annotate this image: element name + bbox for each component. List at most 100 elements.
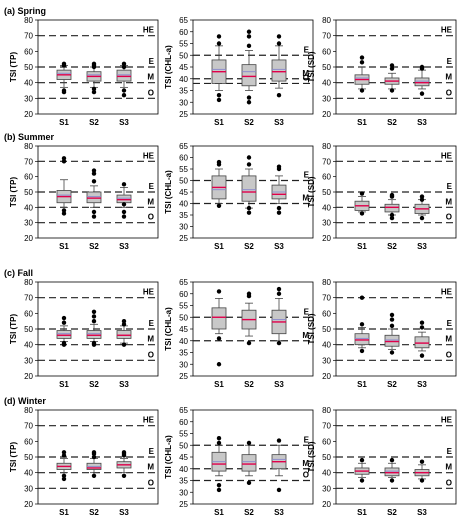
y-axis-label: TSI (CHL-a) (164, 170, 173, 214)
y-axis-label: TSI (SD) (307, 51, 316, 82)
x-category-label: S2 (387, 118, 397, 127)
y-tick-label: 30 (322, 94, 331, 103)
y-tick-label: 60 (179, 28, 188, 37)
box-S3 (271, 164, 287, 215)
box-S2 (384, 457, 400, 483)
outlier-point (276, 438, 282, 443)
box-S1 (211, 289, 227, 367)
outlier-point (121, 322, 127, 327)
outlier-point (359, 478, 365, 483)
reference-label: O (148, 478, 154, 487)
outlier-point (121, 64, 127, 70)
y-tick-label: 80 (24, 142, 33, 151)
outlier-point (216, 436, 222, 441)
box-S2 (241, 29, 257, 105)
box-S3 (116, 182, 132, 219)
outlier-point (61, 340, 67, 346)
reference-label: HE (441, 288, 453, 297)
y-tick-label: 30 (179, 360, 188, 369)
box-S1 (56, 315, 72, 347)
x-category-label: S3 (119, 508, 129, 517)
outlier-point (91, 86, 97, 92)
y-tick-label: 40 (322, 203, 331, 212)
y-tick-label: 80 (322, 142, 331, 151)
x-category-label: S1 (214, 508, 224, 517)
y-tick-label: 60 (24, 437, 33, 446)
y-tick-label: 60 (179, 418, 188, 427)
reference-label: M (147, 463, 154, 472)
iqr-box (211, 307, 227, 330)
outlier-point (61, 473, 67, 478)
outlier-point (216, 159, 222, 165)
y-tick-label: 80 (322, 278, 331, 287)
y-tick-label: 80 (24, 406, 33, 415)
panel-title: (d) Winter (4, 396, 46, 406)
reference-label: E (447, 447, 453, 456)
y-tick-label: 55 (179, 302, 188, 311)
box-S1 (56, 61, 72, 95)
box-S1 (354, 457, 370, 483)
outlier-point (246, 340, 252, 346)
reference-label: M (302, 459, 309, 468)
x-category-label: S1 (214, 118, 224, 127)
outlier-point (246, 162, 252, 167)
y-tick-label: 20 (322, 500, 331, 509)
y-tick-label: 40 (24, 79, 33, 88)
box-S3 (414, 194, 430, 221)
reference-label: HE (441, 416, 453, 425)
y-tick-label: 40 (179, 75, 188, 84)
outlier-point (91, 168, 97, 173)
y-tick-label: 20 (24, 234, 33, 243)
outlier-point (91, 89, 97, 95)
x-category-label: S3 (417, 242, 427, 251)
box-S3 (116, 61, 132, 98)
outlier-point (276, 210, 282, 215)
box-S3 (271, 438, 287, 493)
outlier-point (216, 487, 222, 493)
x-category-label: S1 (357, 118, 367, 127)
box-S1 (211, 34, 227, 103)
outlier-point (216, 483, 222, 488)
outlier-point (419, 459, 425, 464)
outlier-point (61, 450, 67, 455)
outlier-point (91, 340, 97, 346)
outlier-point (419, 325, 425, 330)
x-category-label: S3 (417, 380, 427, 389)
y-tick-label: 40 (24, 469, 33, 478)
x-category-label: S3 (417, 508, 427, 517)
y-tick-label: 60 (24, 47, 33, 56)
panel-title: (a) Spring (4, 6, 46, 16)
box-S2 (86, 168, 102, 219)
iqr-box (271, 59, 287, 82)
outlier-point (216, 289, 222, 294)
y-tick-label: 70 (322, 294, 331, 303)
y-tick-label: 45 (179, 63, 188, 72)
y-tick-label: 30 (179, 488, 188, 497)
x-category-label: S1 (59, 118, 69, 127)
outlier-point (61, 61, 67, 67)
reference-label: O (148, 88, 154, 97)
chart-panel-2: 25 30 35 40 45 50 55 60 65 TSI (CHL-a) E MO S1 S2 S3 (164, 16, 314, 127)
outlier-point (276, 205, 282, 211)
outlier-point (276, 286, 282, 292)
y-tick-label: 80 (24, 16, 33, 25)
box-S2 (86, 61, 102, 95)
reference-label: E (149, 447, 155, 456)
outlier-point (419, 478, 425, 483)
reference-label: E (304, 307, 310, 316)
y-tick-label: 70 (322, 32, 331, 41)
outlier-point (359, 88, 365, 93)
iqr-box (384, 467, 400, 477)
reference-label: E (304, 171, 310, 180)
y-axis-label: TSI (SD) (307, 176, 316, 207)
y-tick-label: 40 (24, 203, 33, 212)
y-tick-label: 25 (179, 234, 188, 243)
box-S1 (56, 156, 72, 216)
y-tick-label: 20 (322, 234, 331, 243)
y-axis-label: TSI (TP) (9, 52, 18, 83)
y-tick-label: 65 (179, 16, 188, 25)
reference-label: E (149, 182, 155, 191)
box-S2 (86, 309, 102, 347)
outlier-point (91, 171, 97, 176)
